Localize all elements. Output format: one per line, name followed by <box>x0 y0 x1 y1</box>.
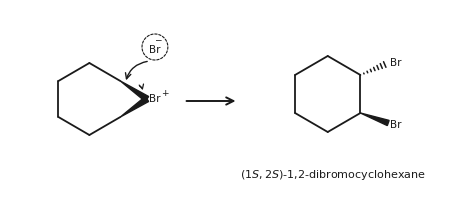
Text: Br: Br <box>149 45 161 55</box>
Text: +: + <box>161 88 168 97</box>
Polygon shape <box>120 82 149 102</box>
Text: −: − <box>154 35 161 44</box>
Text: $(1S,2S)$-1,2-dibromocyclohexane: $(1S,2S)$-1,2-dibromocyclohexane <box>239 167 426 181</box>
Polygon shape <box>120 97 149 117</box>
Polygon shape <box>360 114 389 126</box>
Text: Br: Br <box>390 58 402 68</box>
Text: Br: Br <box>149 94 161 103</box>
Text: Br: Br <box>390 119 402 129</box>
